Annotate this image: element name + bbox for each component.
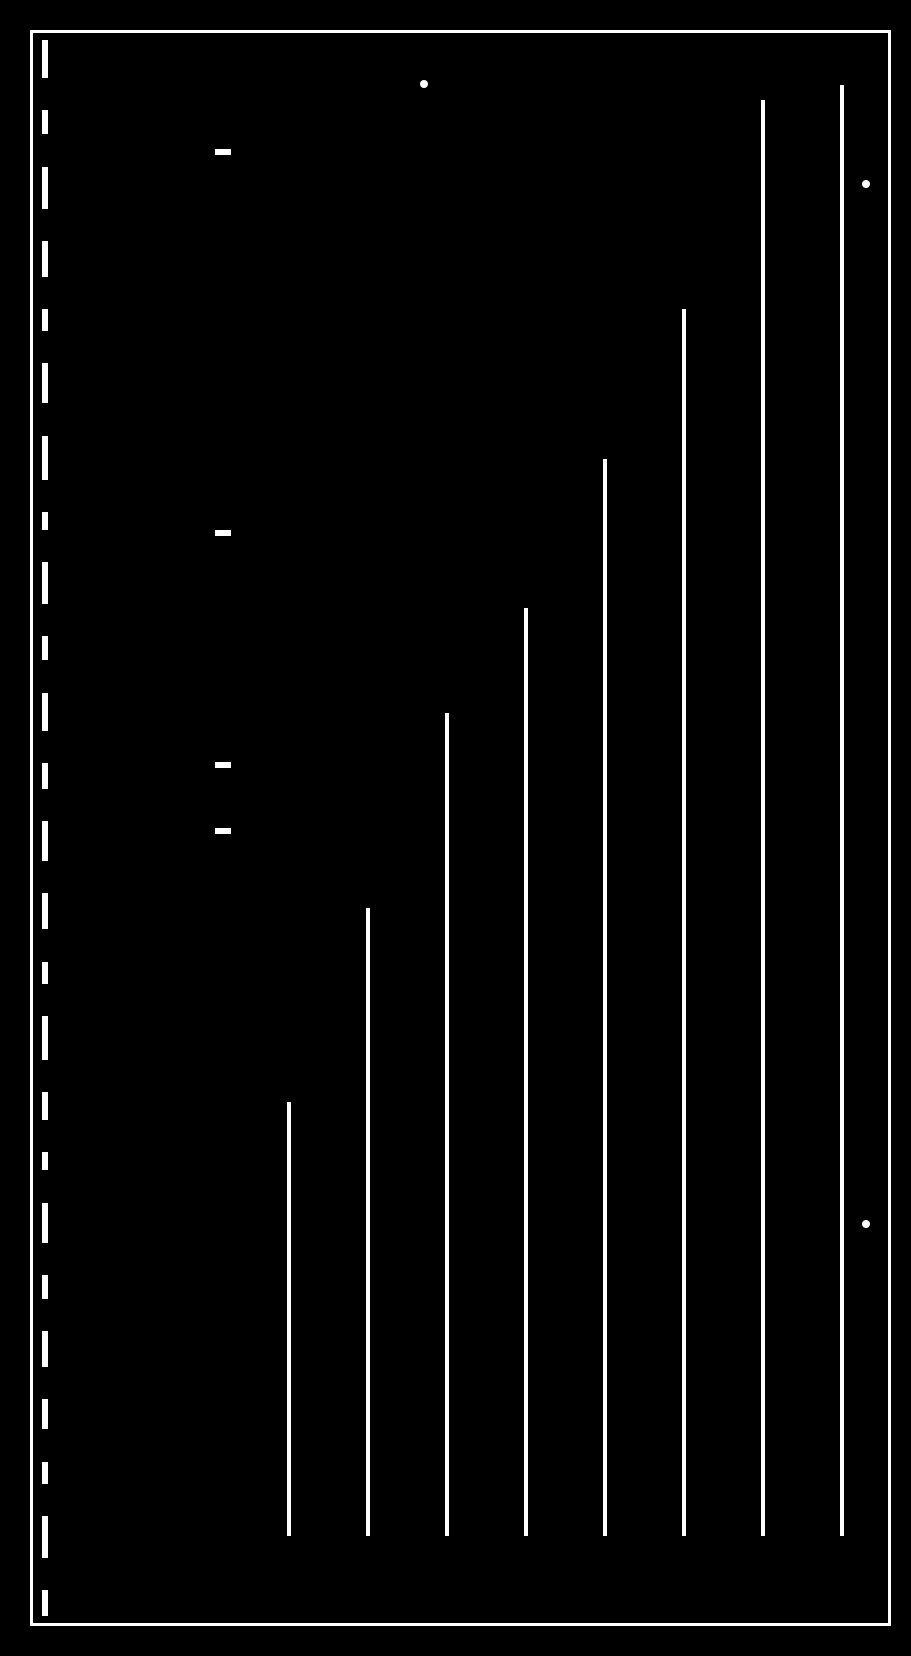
axis-dash — [42, 1092, 48, 1120]
tick-mark — [215, 828, 231, 834]
axis-dash — [42, 1516, 48, 1558]
bar — [445, 713, 449, 1536]
axis-dash — [42, 309, 48, 331]
tick-mark — [215, 762, 231, 768]
axis-marks — [215, 0, 235, 1656]
axis-dash — [42, 1399, 48, 1429]
axis-dash — [42, 693, 48, 731]
bar — [603, 459, 607, 1536]
axis-dash — [42, 636, 48, 660]
axis-dash — [42, 562, 48, 604]
bar — [682, 309, 686, 1536]
axis-dash — [42, 110, 48, 134]
axis-dash — [42, 1331, 48, 1367]
axis-dash — [42, 363, 48, 403]
axis-dash — [42, 893, 48, 929]
axis-dash — [42, 1152, 48, 1170]
dot — [420, 80, 428, 88]
axis-dash — [42, 512, 48, 530]
tick-mark — [215, 149, 231, 155]
tick-mark — [215, 530, 231, 536]
axis-dash — [42, 962, 48, 984]
bar — [761, 100, 765, 1536]
y-axis-ticks — [42, 40, 50, 1616]
axis-dash — [42, 167, 48, 209]
dot — [862, 180, 870, 188]
dot — [862, 1220, 870, 1228]
axis-dash — [42, 1462, 48, 1484]
axis-dash — [42, 1203, 48, 1243]
axis-dash — [42, 1275, 48, 1299]
bar — [840, 85, 844, 1536]
axis-dash — [42, 241, 48, 277]
axis-dash — [42, 821, 48, 861]
bar — [524, 608, 528, 1536]
axis-dash — [42, 1016, 48, 1060]
bar — [287, 1102, 291, 1536]
bars-container — [250, 40, 881, 1536]
axis-dash — [42, 763, 48, 789]
axis-dash — [42, 40, 48, 78]
axis-dash — [42, 1590, 48, 1616]
bar — [366, 908, 370, 1536]
axis-dash — [42, 436, 48, 480]
